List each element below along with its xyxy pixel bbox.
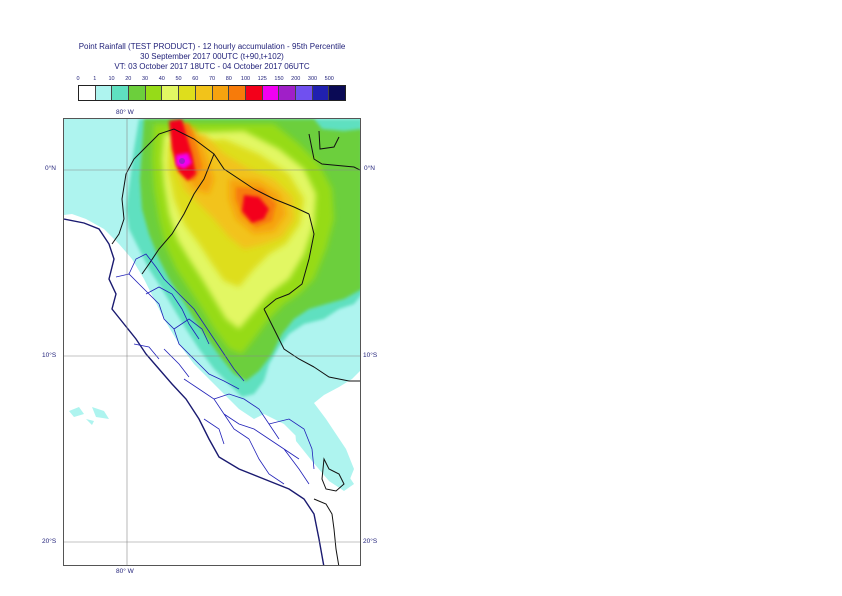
southern-borders <box>313 457 345 565</box>
legend-ticks: 0 1 10 20 30 40 50 60 70 80 100 125 150 200 300 500 <box>76 76 346 85</box>
legend-swatch <box>195 86 213 100</box>
lat-label-right-0: 0°N <box>364 165 375 172</box>
lon-label-bottom: 80° W <box>116 568 134 575</box>
legend-swatch <box>279 86 296 100</box>
legend-swatch <box>79 86 96 100</box>
country-borders <box>111 128 360 382</box>
legend-tick-label: 10 <box>108 76 115 82</box>
title-line-2: 30 September 2017 00UTC (t+90,t+102) <box>140 52 284 61</box>
rain-zone-100-125 <box>169 119 269 223</box>
lat-label-left-0: 0°N <box>45 165 56 172</box>
legend-swatch <box>145 86 163 100</box>
lon-label-top: 80° W <box>116 109 134 116</box>
legend-tick-label: 50 <box>175 76 182 82</box>
legend-tick-label: 80 <box>225 76 232 82</box>
legend-swatch <box>312 86 330 100</box>
legend-tick-label: 125 <box>257 76 267 82</box>
legend-swatch <box>212 86 230 100</box>
title-line-1: Point Rainfall (TEST PRODUCT) - 12 hourl… <box>78 42 346 51</box>
legend-swatch <box>129 86 146 100</box>
legend-tick-label: 60 <box>192 76 199 82</box>
title-line-3: VT: 03 October 2017 18UTC - 04 October 2… <box>114 62 310 71</box>
legend-swatch <box>262 86 280 100</box>
legend-swatch <box>112 86 130 100</box>
legend-swatch <box>295 86 313 100</box>
lat-label-right-10s: 10°S <box>363 352 378 359</box>
legend-swatch <box>229 86 246 100</box>
offshore-fragments <box>69 407 109 425</box>
legend-bar <box>78 85 346 101</box>
legend-tick-label: 300 <box>307 76 318 82</box>
legend-swatch <box>329 86 345 100</box>
legend-tick-label: 500 <box>324 76 334 82</box>
legend-swatch <box>245 86 263 100</box>
rain-zone-tail <box>294 419 354 491</box>
legend-tick-label: 70 <box>208 76 216 82</box>
coastline <box>64 218 325 565</box>
legend-tick-label: 150 <box>274 76 284 82</box>
chart-title: Point Rainfall (TEST PRODUCT) - 12 hourl… <box>0 42 424 72</box>
legend-tick-label: 200 <box>291 76 301 82</box>
rainfall-map <box>63 118 361 566</box>
rain-zone-150-200 <box>179 158 185 164</box>
color-legend: 0 1 10 20 30 40 50 60 70 80 100 125 150 200 300 500 <box>76 76 346 102</box>
legend-tick-label: 1 <box>93 76 97 82</box>
legend-tick-label: 0 <box>76 76 80 82</box>
region-borders <box>115 253 315 485</box>
legend-tick-label: 20 <box>125 76 132 82</box>
legend-tick-label: 40 <box>158 76 165 82</box>
legend-tick-label: 30 <box>141 76 149 82</box>
legend-swatch <box>162 86 180 100</box>
legend-tick-label: 100 <box>240 76 251 82</box>
legend-swatch <box>179 86 196 100</box>
map-svg <box>64 119 360 565</box>
lat-label-left-20s: 20°S <box>42 538 57 545</box>
ocean-area <box>64 219 324 565</box>
lat-label-right-20s: 20°S <box>363 538 378 545</box>
lat-label-left-10s: 10°S <box>42 352 57 359</box>
legend-swatch <box>95 86 113 100</box>
